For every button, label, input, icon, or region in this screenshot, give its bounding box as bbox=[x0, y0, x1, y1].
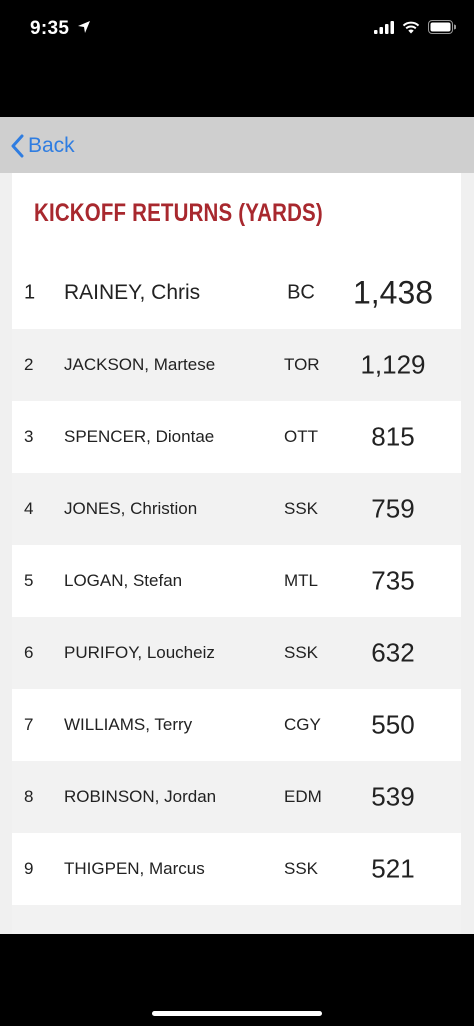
signal-icon bbox=[374, 20, 394, 34]
player-name: ROBINSON, Jordan bbox=[64, 787, 217, 806]
rank: 8 bbox=[24, 787, 34, 806]
status-time: 9:35 bbox=[30, 18, 70, 39]
player-name: THIGPEN, Marcus bbox=[64, 859, 205, 878]
back-button-label: Back bbox=[28, 134, 75, 157]
list-item[interactable]: 3 SPENCER, Diontae OTT 815 bbox=[12, 401, 461, 473]
rank: 3 bbox=[24, 427, 34, 446]
back-button[interactable]: Back bbox=[10, 131, 75, 161]
stat-value: 759 bbox=[371, 493, 415, 524]
team-code: SSK bbox=[284, 643, 319, 662]
player-name: JONES, Christion bbox=[64, 499, 198, 518]
list-item[interactable]: 9 THIGPEN, Marcus SSK 521 bbox=[12, 833, 461, 905]
team-code: SSK bbox=[284, 859, 319, 878]
rank: 5 bbox=[24, 571, 34, 590]
player-name: LOGAN, Stefan bbox=[64, 571, 183, 590]
stat-value: 539 bbox=[371, 781, 415, 812]
team-code: OTT bbox=[284, 427, 318, 446]
team-code: BC bbox=[287, 281, 315, 303]
list-item[interactable]: 6 PURIFOY, Loucheiz SSK 632 bbox=[12, 617, 461, 689]
stat-value: 521 bbox=[371, 853, 415, 884]
page-title: KICKOFF RETURNS (YARDS) bbox=[34, 199, 323, 227]
list-item[interactable]: 2 JACKSON, Martese TOR 1,129 bbox=[12, 329, 461, 401]
team-code: SSK bbox=[284, 499, 319, 518]
rank: 6 bbox=[24, 643, 34, 662]
player-name: SPENCER, Diontae bbox=[64, 427, 215, 446]
stat-value: 550 bbox=[371, 709, 415, 740]
stat-value: 815 bbox=[371, 421, 415, 452]
status-spacer bbox=[0, 60, 474, 117]
rank: 1 bbox=[24, 281, 36, 303]
leaders-card: KICKOFF RETURNS (YARDS) 1 RAINEY, Chris … bbox=[12, 173, 461, 934]
leaders-list: 1 RAINEY, Chris BC 1,438 2 JACKSON, Mart… bbox=[12, 256, 461, 934]
wifi-icon bbox=[402, 21, 420, 33]
list-item[interactable]: 5 LOGAN, Stefan MTL 735 bbox=[12, 545, 461, 617]
team-code: MTL bbox=[284, 571, 318, 590]
rank: 7 bbox=[24, 715, 34, 734]
rank: 9 bbox=[24, 859, 34, 878]
stat-value: 1,438 bbox=[352, 274, 434, 310]
team-code: EDM bbox=[284, 787, 322, 806]
player-name: RAINEY, Chris bbox=[64, 280, 201, 304]
player-name: JACKSON, Martese bbox=[64, 355, 216, 374]
list-item[interactable]: 7 WILLIAMS, Terry CGY 550 bbox=[12, 689, 461, 761]
stat-value: 735 bbox=[371, 565, 415, 596]
player-name: PURIFOY, Loucheiz bbox=[64, 643, 215, 662]
rank: 2 bbox=[24, 355, 34, 374]
nav-bar: Back bbox=[0, 117, 474, 173]
list-item[interactable]: 4 JONES, Christion SSK 759 bbox=[12, 473, 461, 545]
player-name: WILLIAMS, Terry bbox=[64, 715, 193, 734]
battery-icon bbox=[428, 20, 456, 34]
rank: 4 bbox=[24, 499, 34, 518]
status-bar: 9:35 bbox=[0, 0, 474, 60]
list-item-partial[interactable] bbox=[12, 905, 461, 934]
bottom-bar bbox=[0, 934, 474, 1026]
location-arrow-icon bbox=[78, 21, 90, 33]
chevron-left-icon bbox=[11, 134, 24, 158]
team-code: CGY bbox=[284, 715, 321, 734]
list-item[interactable]: 8 ROBINSON, Jordan EDM 539 bbox=[12, 761, 461, 833]
list-item[interactable]: 1 RAINEY, Chris BC 1,438 bbox=[12, 256, 461, 329]
stat-value: 1,129 bbox=[360, 349, 426, 380]
stat-value: 632 bbox=[371, 637, 415, 668]
content-scroll[interactable]: KICKOFF RETURNS (YARDS) 1 RAINEY, Chris … bbox=[0, 173, 474, 934]
team-code: TOR bbox=[284, 355, 320, 374]
home-indicator[interactable] bbox=[152, 1011, 322, 1016]
